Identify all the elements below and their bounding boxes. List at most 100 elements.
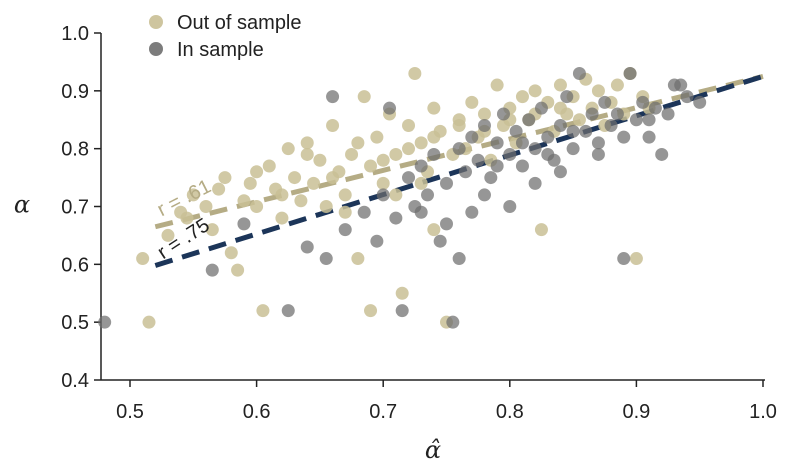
point-out-of-sample	[300, 147, 314, 161]
point-in-sample	[465, 130, 479, 144]
point-in-sample	[515, 136, 529, 150]
point-out-of-sample	[477, 107, 491, 121]
y-tick-label: 0.8	[61, 139, 89, 161]
point-in-sample	[636, 95, 650, 109]
point-in-sample	[402, 171, 416, 185]
point-in-sample	[661, 107, 675, 121]
x-axis-label: α̂	[425, 436, 441, 464]
point-in-sample	[389, 211, 403, 225]
point-in-sample	[300, 240, 314, 254]
point-in-sample	[421, 188, 435, 202]
point-in-sample	[541, 130, 555, 144]
point-in-sample	[281, 304, 295, 318]
point-out-of-sample	[610, 78, 624, 92]
point-in-sample	[553, 119, 567, 133]
point-in-sample	[414, 159, 428, 173]
y-tick-label: 1.0	[61, 23, 89, 45]
point-out-of-sample	[357, 90, 371, 104]
point-in-sample	[376, 188, 390, 202]
point-out-of-sample	[389, 147, 403, 161]
y-tick-label: 0.5	[61, 312, 89, 334]
point-out-of-sample	[515, 90, 529, 104]
point-out-of-sample	[629, 252, 643, 266]
point-in-sample	[655, 147, 669, 161]
point-in-sample	[566, 142, 580, 156]
point-in-sample	[528, 176, 542, 190]
point-out-of-sample	[212, 182, 226, 196]
point-out-of-sample	[136, 252, 150, 266]
point-out-of-sample	[338, 188, 352, 202]
point-in-sample	[591, 136, 605, 150]
point-out-of-sample	[351, 252, 365, 266]
point-in-sample	[446, 315, 460, 329]
point-out-of-sample	[572, 113, 586, 127]
y-axis-label: α	[14, 191, 30, 219]
point-in-sample	[528, 142, 542, 156]
point-in-sample	[515, 159, 529, 173]
point-in-sample	[465, 205, 479, 219]
point-in-sample	[452, 142, 466, 156]
point-in-sample	[503, 200, 517, 213]
axes: 0.4 0.5 0.6 0.7 0.8 0.9 1.0 0.5 0.6 0.7 0.8 0.9 1.0 α…	[14, 23, 777, 464]
legend-marker	[149, 42, 163, 56]
point-in-sample	[642, 113, 656, 127]
point-in-sample	[591, 147, 605, 161]
point-in-sample	[433, 234, 447, 248]
point-in-sample	[623, 66, 637, 80]
point-out-of-sample	[275, 188, 289, 202]
point-out-of-sample	[553, 101, 567, 115]
point-out-of-sample	[224, 246, 238, 260]
point-in-sample	[598, 95, 612, 109]
point-out-of-sample	[351, 136, 365, 150]
point-out-of-sample	[408, 66, 422, 80]
x-tick-label: 1.0	[749, 401, 777, 423]
point-out-of-sample	[452, 119, 466, 133]
point-out-of-sample	[243, 176, 257, 190]
point-out-of-sample	[389, 188, 403, 202]
point-out-of-sample	[256, 304, 270, 318]
point-in-sample	[496, 107, 510, 121]
point-in-sample	[553, 165, 567, 179]
point-in-sample	[370, 234, 384, 248]
point-in-sample	[338, 223, 352, 237]
point-in-sample	[357, 205, 371, 219]
point-out-of-sample	[490, 78, 504, 92]
point-out-of-sample	[345, 147, 359, 161]
point-out-of-sample	[534, 223, 548, 237]
legend-label: Out of sample	[177, 12, 302, 34]
data-points	[98, 66, 707, 329]
point-in-sample	[604, 119, 618, 133]
point-out-of-sample	[262, 159, 276, 173]
point-in-sample	[477, 188, 491, 202]
point-out-of-sample	[300, 136, 314, 150]
point-out-of-sample	[376, 153, 390, 167]
point-out-of-sample	[326, 119, 340, 133]
point-out-of-sample	[250, 200, 264, 213]
point-in-sample	[326, 90, 340, 104]
point-in-sample	[490, 159, 504, 173]
point-in-sample	[534, 101, 548, 115]
point-out-of-sample	[161, 228, 175, 242]
point-in-sample	[674, 78, 688, 92]
point-in-sample	[484, 171, 498, 185]
point-out-of-sample	[313, 153, 327, 167]
point-in-sample	[503, 147, 517, 161]
legend: Out of sample In sample	[149, 12, 302, 61]
x-tick-label: 0.7	[369, 401, 397, 423]
x-tick-label: 0.6	[243, 401, 271, 423]
point-out-of-sample	[231, 263, 245, 277]
point-out-of-sample	[180, 211, 194, 225]
point-in-sample	[629, 113, 643, 127]
point-in-sample	[541, 147, 555, 161]
point-in-sample	[585, 107, 599, 121]
y-tick-label: 0.9	[61, 81, 89, 103]
point-in-sample	[237, 217, 251, 231]
point-out-of-sample	[338, 205, 352, 219]
point-in-sample	[477, 119, 491, 133]
point-out-of-sample	[591, 84, 605, 98]
point-out-of-sample	[427, 101, 441, 115]
point-in-sample	[642, 130, 656, 144]
y-tick-label: 0.6	[61, 254, 89, 276]
x-tick-label: 0.9	[622, 401, 650, 423]
